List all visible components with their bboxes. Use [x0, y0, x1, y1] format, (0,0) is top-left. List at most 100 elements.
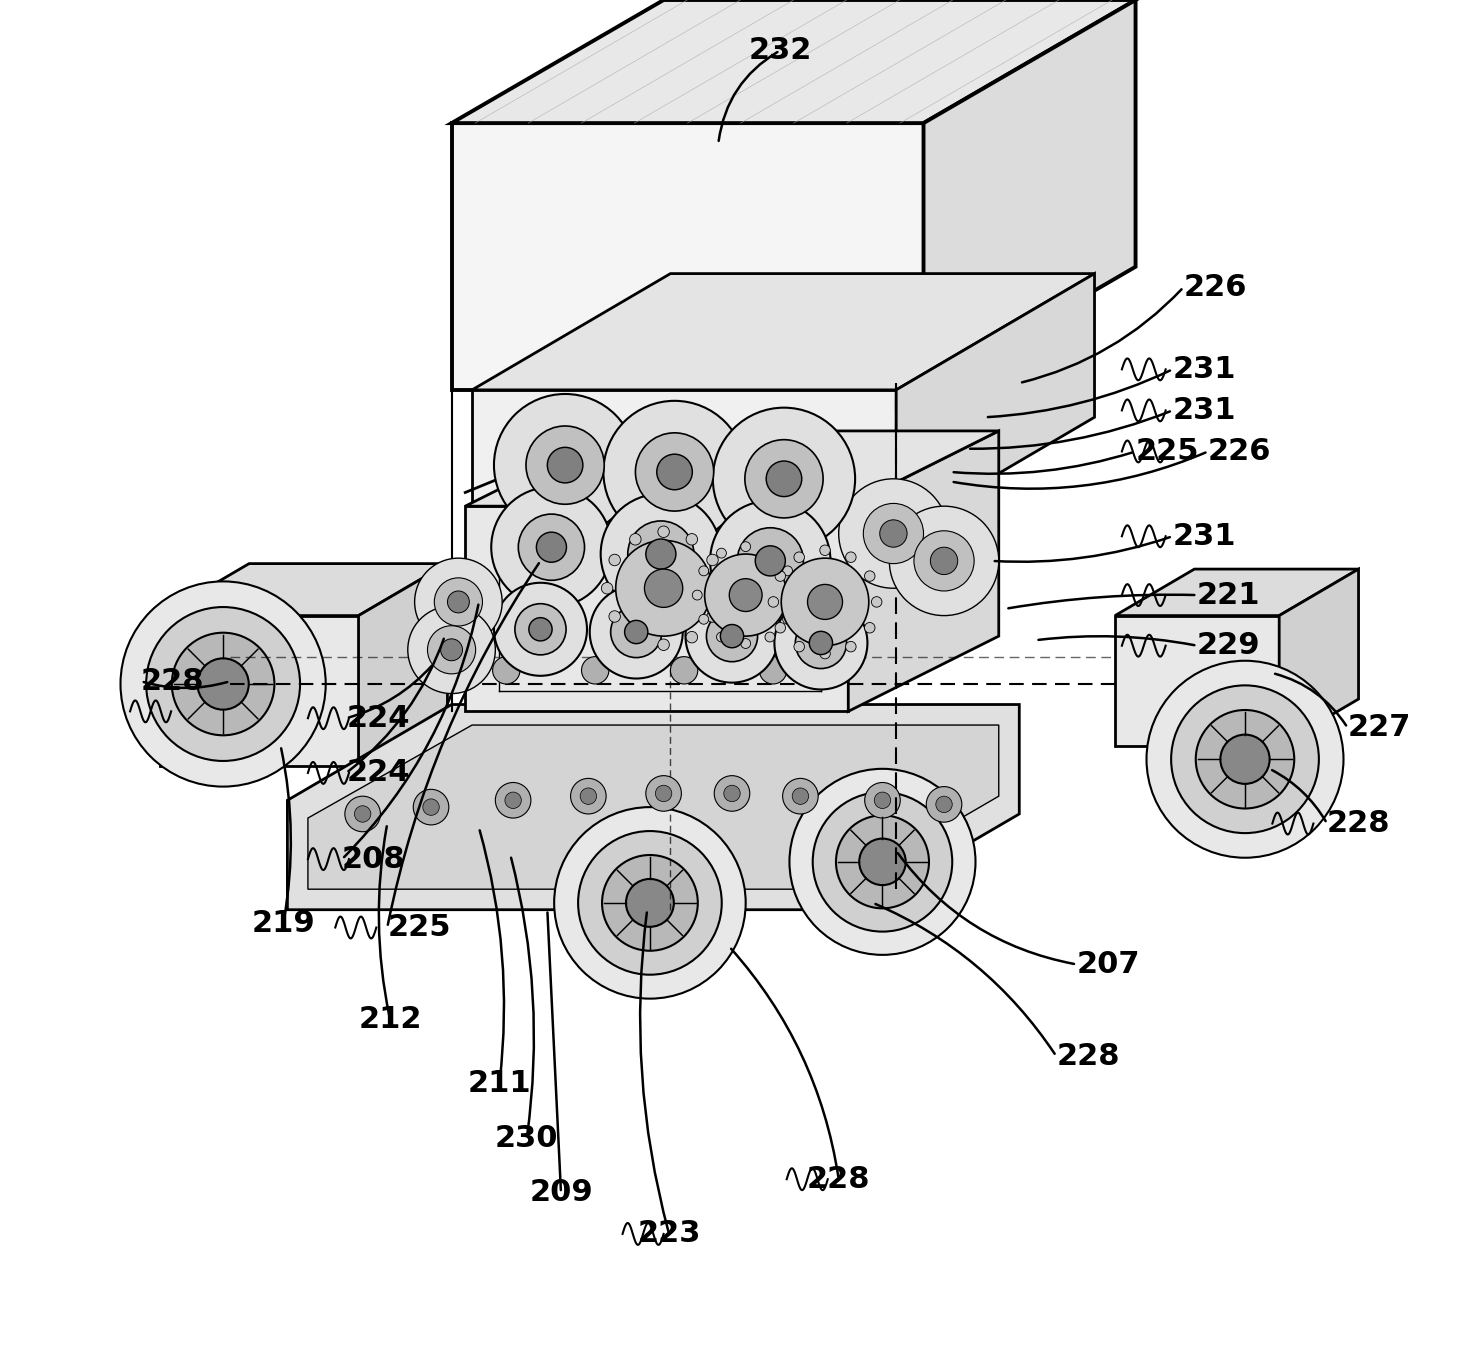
Circle shape: [729, 579, 763, 611]
Circle shape: [644, 569, 682, 607]
Polygon shape: [896, 274, 1095, 534]
Circle shape: [1221, 735, 1269, 784]
Circle shape: [783, 566, 792, 576]
Circle shape: [755, 546, 785, 576]
Circle shape: [578, 830, 722, 974]
Circle shape: [657, 454, 692, 490]
Circle shape: [571, 778, 606, 814]
Circle shape: [1146, 661, 1344, 858]
Circle shape: [448, 591, 470, 613]
Polygon shape: [466, 431, 998, 506]
Polygon shape: [471, 390, 896, 534]
Text: 224: 224: [346, 703, 410, 733]
Circle shape: [774, 570, 786, 581]
Text: 208: 208: [343, 844, 406, 874]
Circle shape: [602, 583, 613, 594]
Polygon shape: [1116, 569, 1359, 616]
Circle shape: [865, 570, 875, 581]
Circle shape: [495, 782, 531, 818]
Circle shape: [1196, 710, 1294, 808]
Circle shape: [536, 532, 567, 562]
Polygon shape: [451, 123, 924, 390]
Circle shape: [529, 618, 552, 640]
Circle shape: [914, 531, 974, 591]
Text: 211: 211: [467, 1068, 531, 1099]
Polygon shape: [466, 506, 848, 711]
Circle shape: [720, 624, 744, 648]
Polygon shape: [471, 274, 1095, 390]
Circle shape: [609, 554, 621, 566]
Polygon shape: [924, 0, 1136, 390]
Circle shape: [738, 528, 804, 594]
Text: 207: 207: [1076, 949, 1140, 979]
Circle shape: [793, 642, 804, 653]
Circle shape: [707, 610, 757, 662]
Circle shape: [783, 614, 792, 624]
Polygon shape: [1116, 616, 1280, 746]
Circle shape: [515, 603, 567, 655]
Circle shape: [580, 788, 596, 804]
Circle shape: [609, 610, 621, 622]
Text: 230: 230: [495, 1123, 559, 1153]
Circle shape: [864, 503, 924, 564]
Text: 224: 224: [346, 758, 410, 788]
Circle shape: [707, 610, 719, 622]
Circle shape: [698, 566, 709, 576]
Circle shape: [610, 606, 662, 658]
Text: 219: 219: [252, 908, 315, 938]
Circle shape: [518, 514, 584, 580]
Circle shape: [505, 792, 521, 808]
Text: 226: 226: [1208, 436, 1272, 466]
Text: 221: 221: [1198, 580, 1261, 610]
Circle shape: [526, 425, 605, 505]
Circle shape: [555, 807, 745, 999]
Circle shape: [441, 639, 463, 661]
Circle shape: [493, 583, 587, 676]
Circle shape: [766, 461, 802, 497]
Circle shape: [710, 501, 830, 621]
Circle shape: [723, 785, 741, 802]
Text: 231: 231: [1173, 521, 1236, 551]
Circle shape: [783, 778, 818, 814]
Circle shape: [846, 551, 856, 562]
Polygon shape: [160, 616, 359, 766]
Circle shape: [789, 769, 975, 955]
Circle shape: [716, 549, 726, 558]
Circle shape: [766, 632, 774, 642]
Circle shape: [745, 439, 823, 518]
Circle shape: [839, 479, 949, 588]
Text: 223: 223: [637, 1219, 701, 1249]
Circle shape: [716, 632, 726, 642]
Circle shape: [792, 788, 808, 804]
Circle shape: [657, 527, 669, 538]
Circle shape: [698, 614, 709, 624]
Circle shape: [865, 622, 875, 633]
Circle shape: [354, 806, 370, 822]
Polygon shape: [451, 0, 1136, 123]
Text: 226: 226: [1183, 272, 1247, 302]
Text: 231: 231: [1173, 395, 1236, 425]
Circle shape: [836, 815, 930, 908]
Text: 228: 228: [1056, 1041, 1120, 1071]
Circle shape: [793, 551, 804, 562]
Circle shape: [493, 394, 637, 536]
Text: 228: 228: [1326, 808, 1391, 839]
Circle shape: [656, 785, 672, 802]
Text: 232: 232: [748, 36, 811, 66]
Text: 228: 228: [807, 1164, 871, 1194]
Polygon shape: [307, 725, 998, 889]
Polygon shape: [848, 431, 998, 711]
Circle shape: [687, 632, 697, 643]
Circle shape: [630, 632, 641, 643]
Text: 212: 212: [359, 1004, 422, 1034]
Circle shape: [685, 590, 779, 683]
Circle shape: [346, 796, 381, 832]
Circle shape: [657, 639, 669, 651]
Circle shape: [927, 787, 962, 822]
Circle shape: [889, 506, 998, 616]
Circle shape: [1171, 685, 1319, 833]
Circle shape: [171, 632, 274, 736]
Circle shape: [880, 520, 908, 547]
Polygon shape: [359, 564, 448, 766]
Text: 225: 225: [388, 912, 451, 943]
